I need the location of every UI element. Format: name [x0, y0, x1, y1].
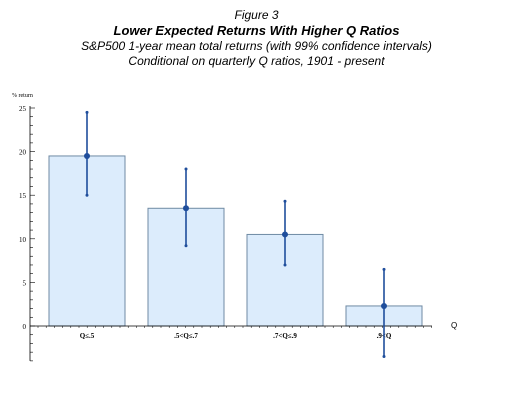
chart-title: Lower Expected Returns With Higher Q Rat… [113, 23, 400, 38]
error-cap-high [85, 110, 89, 114]
x-category-label: Q≤.5 [80, 332, 95, 340]
chart-subtitle-2: Conditional on quarterly Q ratios, 1901 … [128, 54, 385, 68]
error-cap-high [283, 199, 287, 203]
error-cap-high [184, 167, 188, 171]
chart-titles: Figure 3 Lower Expected Returns With Hig… [0, 8, 513, 69]
error-cap-low [184, 244, 188, 248]
error-cap-high [382, 267, 386, 271]
chart-subtitle-1: S&P500 1-year mean total returns (with 9… [81, 39, 432, 53]
mean-point [183, 205, 189, 212]
mean-point [381, 302, 387, 309]
mean-point [282, 231, 288, 238]
y-tick-label: 25 [19, 105, 27, 113]
y-tick-label: 5 [23, 279, 27, 287]
x-category-label: .7<Q≤.9 [273, 332, 297, 340]
error-cap-low [85, 193, 89, 197]
y-axis-label: % return [12, 93, 33, 99]
y-tick-label: 20 [19, 149, 27, 157]
error-cap-low [382, 355, 386, 359]
mean-point [84, 152, 90, 159]
y-tick-label: 0 [23, 323, 27, 331]
error-cap-low [283, 263, 287, 267]
y-tick-label: 10 [19, 236, 27, 244]
x-category-label: .5<Q≤.7 [174, 332, 198, 340]
y-tick-label: 15 [19, 192, 27, 200]
figure-label: Figure 3 [234, 8, 279, 22]
x-axis-label: Q [451, 321, 457, 330]
